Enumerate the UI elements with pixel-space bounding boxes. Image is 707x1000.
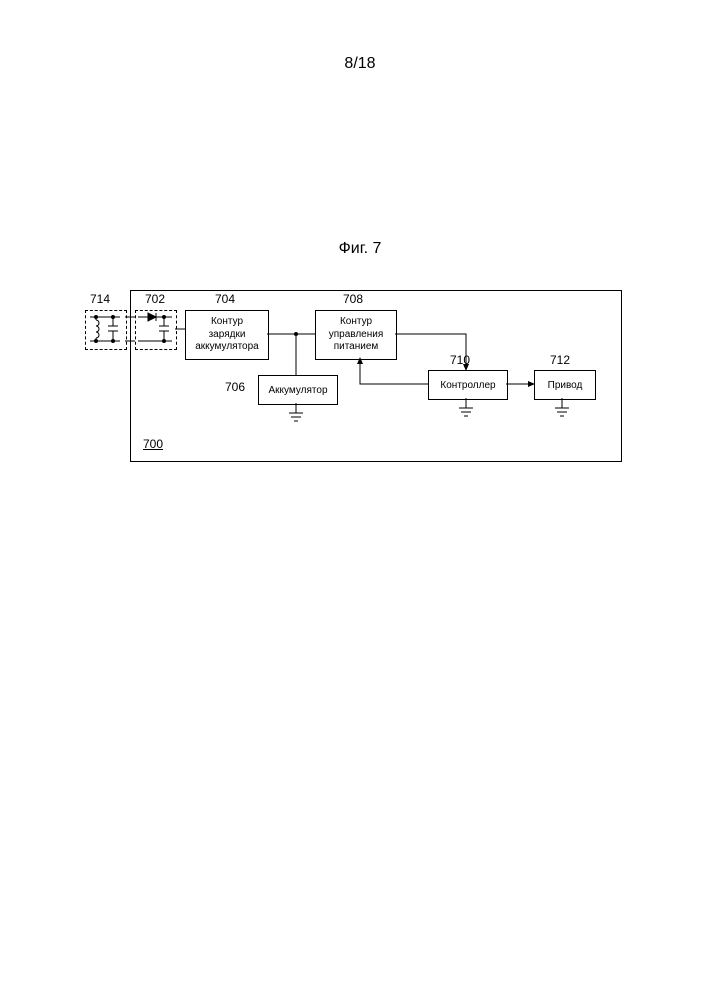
ground-icon xyxy=(459,408,473,416)
ground-icon xyxy=(555,408,569,416)
rectifier-icon xyxy=(138,313,172,343)
page-root: 8/18 Фиг. 7 Контур зарядки аккумулятора … xyxy=(0,0,707,1000)
wiring-svg xyxy=(0,0,707,1000)
ground-icon xyxy=(289,413,303,421)
coil-icon xyxy=(90,316,120,343)
